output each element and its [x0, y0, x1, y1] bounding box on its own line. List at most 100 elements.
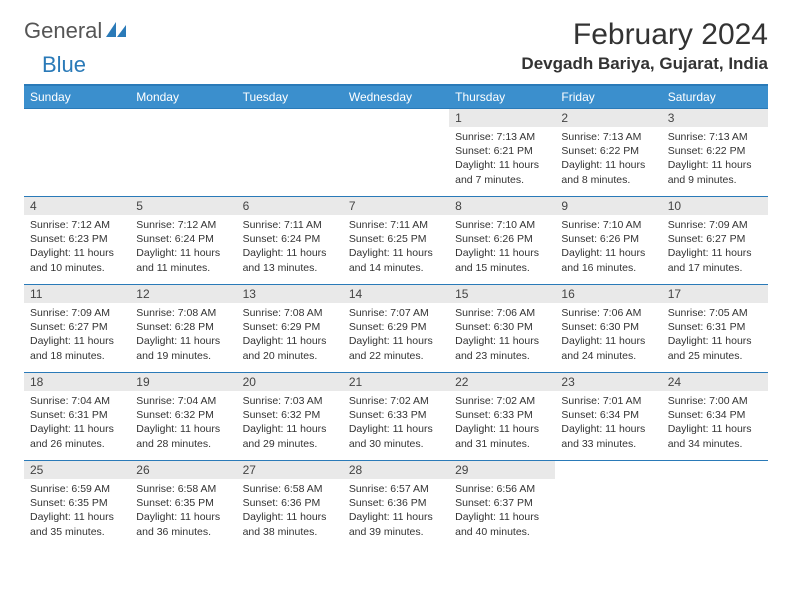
- day-number: 10: [662, 197, 768, 215]
- day-details: Sunrise: 7:10 AMSunset: 6:26 PMDaylight:…: [449, 215, 555, 279]
- logo-text-general: General: [24, 18, 102, 44]
- calendar-cell: 3Sunrise: 7:13 AMSunset: 6:22 PMDaylight…: [662, 109, 768, 197]
- calendar-cell: 11Sunrise: 7:09 AMSunset: 6:27 PMDayligh…: [24, 285, 130, 373]
- day-number: 25: [24, 461, 130, 479]
- weekday-header: Wednesday: [343, 85, 449, 109]
- day-details: Sunrise: 7:02 AMSunset: 6:33 PMDaylight:…: [343, 391, 449, 455]
- day-number: 11: [24, 285, 130, 303]
- day-details: Sunrise: 7:00 AMSunset: 6:34 PMDaylight:…: [662, 391, 768, 455]
- calendar-cell: 22Sunrise: 7:02 AMSunset: 6:33 PMDayligh…: [449, 373, 555, 461]
- day-number: 21: [343, 373, 449, 391]
- day-number: 15: [449, 285, 555, 303]
- day-number: 26: [130, 461, 236, 479]
- day-number: 16: [555, 285, 661, 303]
- day-number: 13: [237, 285, 343, 303]
- day-number: 17: [662, 285, 768, 303]
- calendar-row: 1Sunrise: 7:13 AMSunset: 6:21 PMDaylight…: [24, 109, 768, 197]
- day-details: Sunrise: 7:04 AMSunset: 6:31 PMDaylight:…: [24, 391, 130, 455]
- day-details: Sunrise: 6:58 AMSunset: 6:35 PMDaylight:…: [130, 479, 236, 543]
- header: General February 2024 Devgadh Bariya, Gu…: [24, 18, 768, 74]
- day-number: 23: [555, 373, 661, 391]
- day-number: 6: [237, 197, 343, 215]
- day-number: 12: [130, 285, 236, 303]
- calendar-cell: 27Sunrise: 6:58 AMSunset: 6:36 PMDayligh…: [237, 461, 343, 549]
- calendar-cell: [662, 461, 768, 549]
- day-details: Sunrise: 6:58 AMSunset: 6:36 PMDaylight:…: [237, 479, 343, 543]
- daynum-empty: [662, 461, 768, 479]
- month-title: February 2024: [521, 18, 768, 52]
- day-number: 1: [449, 109, 555, 127]
- calendar-cell: 1Sunrise: 7:13 AMSunset: 6:21 PMDaylight…: [449, 109, 555, 197]
- calendar-cell: 18Sunrise: 7:04 AMSunset: 6:31 PMDayligh…: [24, 373, 130, 461]
- calendar-cell: 12Sunrise: 7:08 AMSunset: 6:28 PMDayligh…: [130, 285, 236, 373]
- day-number: 22: [449, 373, 555, 391]
- calendar-cell: 8Sunrise: 7:10 AMSunset: 6:26 PMDaylight…: [449, 197, 555, 285]
- day-details: Sunrise: 6:57 AMSunset: 6:36 PMDaylight:…: [343, 479, 449, 543]
- calendar-body: 1Sunrise: 7:13 AMSunset: 6:21 PMDaylight…: [24, 109, 768, 549]
- day-number: 5: [130, 197, 236, 215]
- weekday-header: Tuesday: [237, 85, 343, 109]
- logo-text-blue: Blue: [42, 52, 86, 78]
- daynum-empty: [343, 109, 449, 127]
- logo: General: [24, 18, 130, 44]
- calendar-cell: 5Sunrise: 7:12 AMSunset: 6:24 PMDaylight…: [130, 197, 236, 285]
- daynum-empty: [237, 109, 343, 127]
- day-details: Sunrise: 7:03 AMSunset: 6:32 PMDaylight:…: [237, 391, 343, 455]
- calendar-cell: 6Sunrise: 7:11 AMSunset: 6:24 PMDaylight…: [237, 197, 343, 285]
- day-details: Sunrise: 7:08 AMSunset: 6:28 PMDaylight:…: [130, 303, 236, 367]
- day-details: Sunrise: 7:11 AMSunset: 6:25 PMDaylight:…: [343, 215, 449, 279]
- daynum-empty: [24, 109, 130, 127]
- day-number: 27: [237, 461, 343, 479]
- day-details: Sunrise: 7:06 AMSunset: 6:30 PMDaylight:…: [555, 303, 661, 367]
- weekday-header: Sunday: [24, 85, 130, 109]
- day-details: Sunrise: 7:06 AMSunset: 6:30 PMDaylight:…: [449, 303, 555, 367]
- weekday-header: Friday: [555, 85, 661, 109]
- calendar-cell: 23Sunrise: 7:01 AMSunset: 6:34 PMDayligh…: [555, 373, 661, 461]
- calendar-cell: 25Sunrise: 6:59 AMSunset: 6:35 PMDayligh…: [24, 461, 130, 549]
- day-number: 19: [130, 373, 236, 391]
- daynum-empty: [130, 109, 236, 127]
- day-details: Sunrise: 7:05 AMSunset: 6:31 PMDaylight:…: [662, 303, 768, 367]
- day-details: Sunrise: 7:01 AMSunset: 6:34 PMDaylight:…: [555, 391, 661, 455]
- calendar-cell: 2Sunrise: 7:13 AMSunset: 6:22 PMDaylight…: [555, 109, 661, 197]
- calendar-cell: 24Sunrise: 7:00 AMSunset: 6:34 PMDayligh…: [662, 373, 768, 461]
- day-details: Sunrise: 7:11 AMSunset: 6:24 PMDaylight:…: [237, 215, 343, 279]
- calendar-row: 25Sunrise: 6:59 AMSunset: 6:35 PMDayligh…: [24, 461, 768, 549]
- calendar-cell: 29Sunrise: 6:56 AMSunset: 6:37 PMDayligh…: [449, 461, 555, 549]
- day-details: Sunrise: 7:13 AMSunset: 6:22 PMDaylight:…: [662, 127, 768, 191]
- calendar-cell: 4Sunrise: 7:12 AMSunset: 6:23 PMDaylight…: [24, 197, 130, 285]
- day-details: Sunrise: 7:04 AMSunset: 6:32 PMDaylight:…: [130, 391, 236, 455]
- calendar-cell: 20Sunrise: 7:03 AMSunset: 6:32 PMDayligh…: [237, 373, 343, 461]
- day-number: 29: [449, 461, 555, 479]
- day-details: Sunrise: 7:09 AMSunset: 6:27 PMDaylight:…: [24, 303, 130, 367]
- calendar-cell: 15Sunrise: 7:06 AMSunset: 6:30 PMDayligh…: [449, 285, 555, 373]
- logo-sail-icon: [106, 20, 128, 43]
- title-block: February 2024 Devgadh Bariya, Gujarat, I…: [521, 18, 768, 74]
- day-details: Sunrise: 7:13 AMSunset: 6:21 PMDaylight:…: [449, 127, 555, 191]
- calendar-row: 11Sunrise: 7:09 AMSunset: 6:27 PMDayligh…: [24, 285, 768, 373]
- weekday-header-row: SundayMondayTuesdayWednesdayThursdayFrid…: [24, 85, 768, 109]
- day-details: Sunrise: 7:12 AMSunset: 6:23 PMDaylight:…: [24, 215, 130, 279]
- day-number: 3: [662, 109, 768, 127]
- day-number: 20: [237, 373, 343, 391]
- weekday-header: Saturday: [662, 85, 768, 109]
- day-number: 4: [24, 197, 130, 215]
- calendar-cell: 16Sunrise: 7:06 AMSunset: 6:30 PMDayligh…: [555, 285, 661, 373]
- day-details: Sunrise: 7:13 AMSunset: 6:22 PMDaylight:…: [555, 127, 661, 191]
- calendar-cell: [130, 109, 236, 197]
- day-details: Sunrise: 7:02 AMSunset: 6:33 PMDaylight:…: [449, 391, 555, 455]
- day-number: 18: [24, 373, 130, 391]
- day-details: Sunrise: 7:08 AMSunset: 6:29 PMDaylight:…: [237, 303, 343, 367]
- weekday-header: Thursday: [449, 85, 555, 109]
- day-details: Sunrise: 7:12 AMSunset: 6:24 PMDaylight:…: [130, 215, 236, 279]
- day-number: 8: [449, 197, 555, 215]
- calendar-cell: [343, 109, 449, 197]
- calendar-cell: 21Sunrise: 7:02 AMSunset: 6:33 PMDayligh…: [343, 373, 449, 461]
- day-details: Sunrise: 7:10 AMSunset: 6:26 PMDaylight:…: [555, 215, 661, 279]
- calendar-cell: [555, 461, 661, 549]
- day-number: 28: [343, 461, 449, 479]
- calendar-cell: 7Sunrise: 7:11 AMSunset: 6:25 PMDaylight…: [343, 197, 449, 285]
- day-details: Sunrise: 6:56 AMSunset: 6:37 PMDaylight:…: [449, 479, 555, 543]
- calendar-cell: 14Sunrise: 7:07 AMSunset: 6:29 PMDayligh…: [343, 285, 449, 373]
- day-number: 24: [662, 373, 768, 391]
